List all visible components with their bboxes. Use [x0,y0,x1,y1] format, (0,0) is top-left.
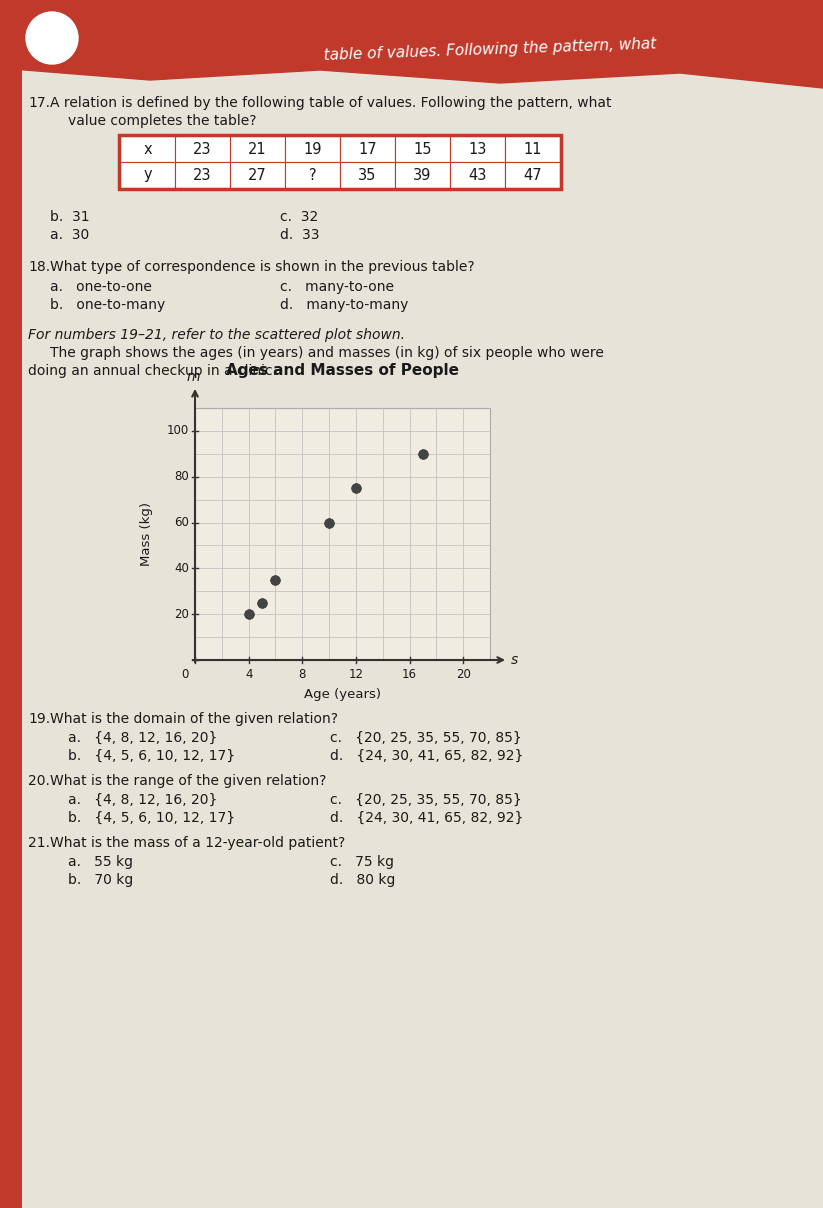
Text: 13: 13 [468,141,486,157]
Text: m: m [186,370,200,384]
Bar [175,137,230,162]
Text: 19.: 19. [28,712,50,726]
Text: 23: 23 [193,168,212,182]
Circle shape [26,12,78,64]
Text: What type of correspondence is shown in the previous table?: What type of correspondence is shown in … [50,260,475,274]
Text: c.   75 kg: c. 75 kg [330,855,394,869]
Text: 17: 17 [358,141,377,157]
Text: For numbers 19–21, refer to the scattered plot shown.: For numbers 19–21, refer to the scattere… [28,329,405,342]
Text: a.   {4, 8, 12, 16, 20}: a. {4, 8, 12, 16, 20} [68,792,217,807]
Text: a.  30: a. 30 [50,228,89,242]
Text: d.   {24, 30, 41, 65, 82, 92}: d. {24, 30, 41, 65, 82, 92} [330,749,523,763]
Text: 35: 35 [358,168,377,182]
Text: What is the range of the given relation?: What is the range of the given relation? [50,774,327,788]
Text: 15: 15 [413,141,432,157]
Text: 4: 4 [245,668,253,681]
Text: 8: 8 [299,668,306,681]
Text: d.  33: d. 33 [280,228,319,242]
Text: 0: 0 [182,668,189,681]
Text: 23: 23 [193,141,212,157]
Bar [0,0,22,1208]
Polygon shape [0,0,823,88]
Text: value completes the table?: value completes the table? [68,114,257,128]
Text: 18.: 18. [28,260,50,274]
Bar [230,137,285,162]
Text: 43: 43 [468,168,486,182]
Text: b.   {4, 5, 6, 10, 12, 17}: b. {4, 5, 6, 10, 12, 17} [68,749,235,763]
Text: 11: 11 [523,141,542,157]
Text: a.   {4, 8, 12, 16, 20}: a. {4, 8, 12, 16, 20} [68,731,217,745]
Bar [395,137,450,162]
Bar [285,162,340,188]
Text: c.  32: c. 32 [280,210,319,223]
Text: 27: 27 [248,168,267,182]
Bar [195,408,490,660]
Text: 80: 80 [174,470,189,483]
Text: Mass (kg): Mass (kg) [141,503,154,567]
Text: doing an annual checkup in a clinic.: doing an annual checkup in a clinic. [28,364,277,378]
Text: 20: 20 [174,608,189,621]
Text: A relation is defined by the following table of values. Following the pattern, w: A relation is defined by the following t… [50,95,611,110]
Bar [505,162,560,188]
Text: d.   80 kg: d. 80 kg [330,873,395,887]
Bar [340,137,395,162]
Text: Ages and Masses of People: Ages and Masses of People [226,362,459,378]
Bar [230,162,285,188]
Text: 40: 40 [174,562,189,575]
Text: 17.: 17. [28,95,50,110]
Text: c.   {20, 25, 35, 55, 70, 85}: c. {20, 25, 35, 55, 70, 85} [330,731,522,745]
Text: 20: 20 [456,668,471,681]
Text: What is the mass of a 12-year-old patient?: What is the mass of a 12-year-old patien… [50,836,346,850]
Text: 60: 60 [174,516,189,529]
Text: a.   one-to-one: a. one-to-one [50,280,152,294]
Text: 100: 100 [167,424,189,437]
Text: 16: 16 [402,668,417,681]
Bar [450,162,505,188]
Text: Age (years): Age (years) [304,689,381,701]
Text: 12: 12 [348,668,364,681]
Text: 21: 21 [249,141,267,157]
Bar [340,162,395,188]
Text: c.   {20, 25, 35, 55, 70, 85}: c. {20, 25, 35, 55, 70, 85} [330,792,522,807]
Text: b.   one-to-many: b. one-to-many [50,298,165,312]
Bar [175,162,230,188]
Bar [285,137,340,162]
Bar [120,162,175,188]
Text: b.  31: b. 31 [50,210,90,223]
Text: The graph shows the ages (in years) and masses (in kg) of six people who were: The graph shows the ages (in years) and … [50,345,604,360]
Bar [120,137,175,162]
Bar [505,137,560,162]
Text: 20.: 20. [28,774,50,788]
Text: x: x [143,141,151,157]
Text: d.   {24, 30, 41, 65, 82, 92}: d. {24, 30, 41, 65, 82, 92} [330,811,523,825]
Bar [450,137,505,162]
Text: 47: 47 [523,168,542,182]
Text: table of values. Following the pattern, what: table of values. Following the pattern, … [323,36,657,63]
Text: What is the domain of the given relation?: What is the domain of the given relation… [50,712,338,726]
Text: 21.: 21. [28,836,50,850]
Text: c.   many-to-one: c. many-to-one [280,280,394,294]
Text: 39: 39 [413,168,432,182]
Text: 19: 19 [303,141,322,157]
Bar [119,135,561,188]
Text: d.   many-to-many: d. many-to-many [280,298,408,312]
Text: y: y [143,168,151,182]
Text: b.   {4, 5, 6, 10, 12, 17}: b. {4, 5, 6, 10, 12, 17} [68,811,235,825]
Text: ?: ? [309,168,316,182]
Text: b.   70 kg: b. 70 kg [68,873,133,887]
Text: a.   55 kg: a. 55 kg [68,855,133,869]
Bar [395,162,450,188]
Text: s: s [511,654,518,667]
